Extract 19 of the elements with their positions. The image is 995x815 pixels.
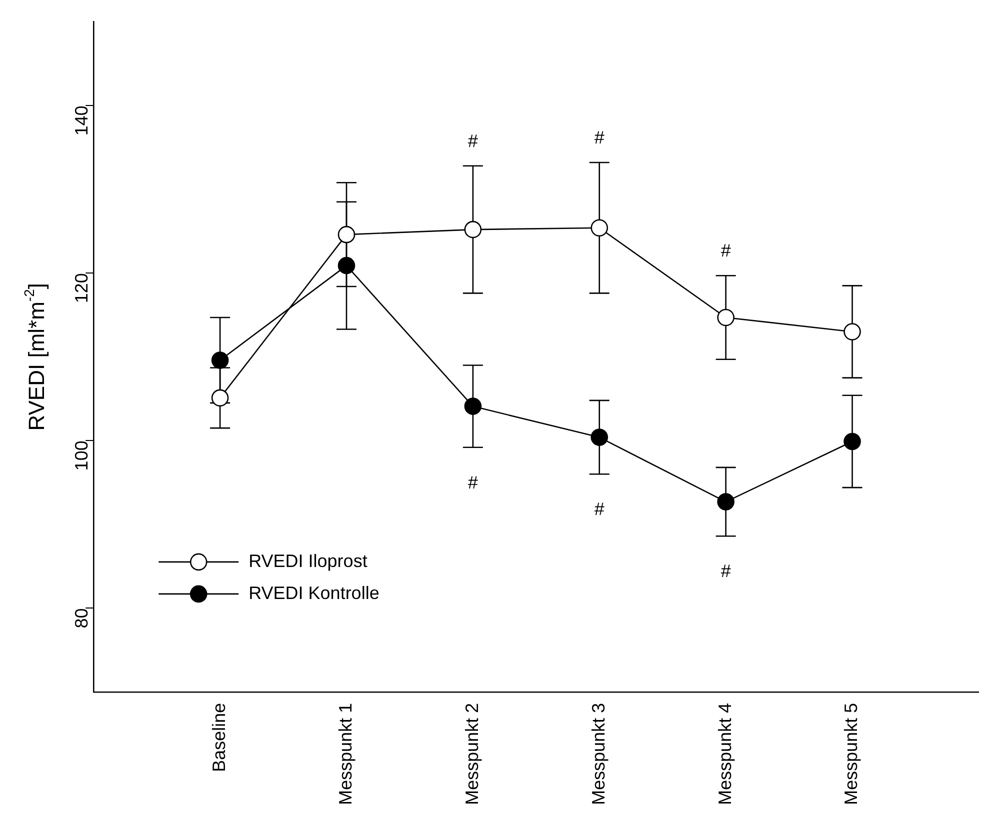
x-tick-label: Messpunkt 4 bbox=[714, 702, 735, 806]
x-tick-label: Messpunkt 3 bbox=[588, 702, 608, 806]
y-axis-title: RVEDI [ml*m-2] bbox=[20, 283, 50, 431]
x-tick-label: Messpunkt 1 bbox=[335, 702, 356, 806]
annotation: # bbox=[594, 128, 604, 148]
x-tick-label: Baseline bbox=[209, 702, 230, 772]
annotation: # bbox=[594, 499, 604, 520]
x-tick-label: Messpunkt 2 bbox=[462, 702, 482, 806]
y-tick-label: 100 bbox=[72, 440, 92, 471]
x-tick-label: Messpunkt 5 bbox=[841, 702, 862, 806]
y-tick-label: 120 bbox=[72, 273, 92, 304]
y-tick-label: 80 bbox=[72, 608, 92, 628]
legend-label: RVEDI Kontrolle bbox=[248, 582, 380, 603]
annotation: # bbox=[468, 130, 478, 151]
y-tick-label: 140 bbox=[72, 106, 92, 136]
legend-label: RVEDI Iloprost bbox=[248, 550, 368, 571]
annotation: # bbox=[720, 240, 731, 261]
annotation: # bbox=[720, 561, 731, 582]
annotation: # bbox=[468, 472, 478, 492]
